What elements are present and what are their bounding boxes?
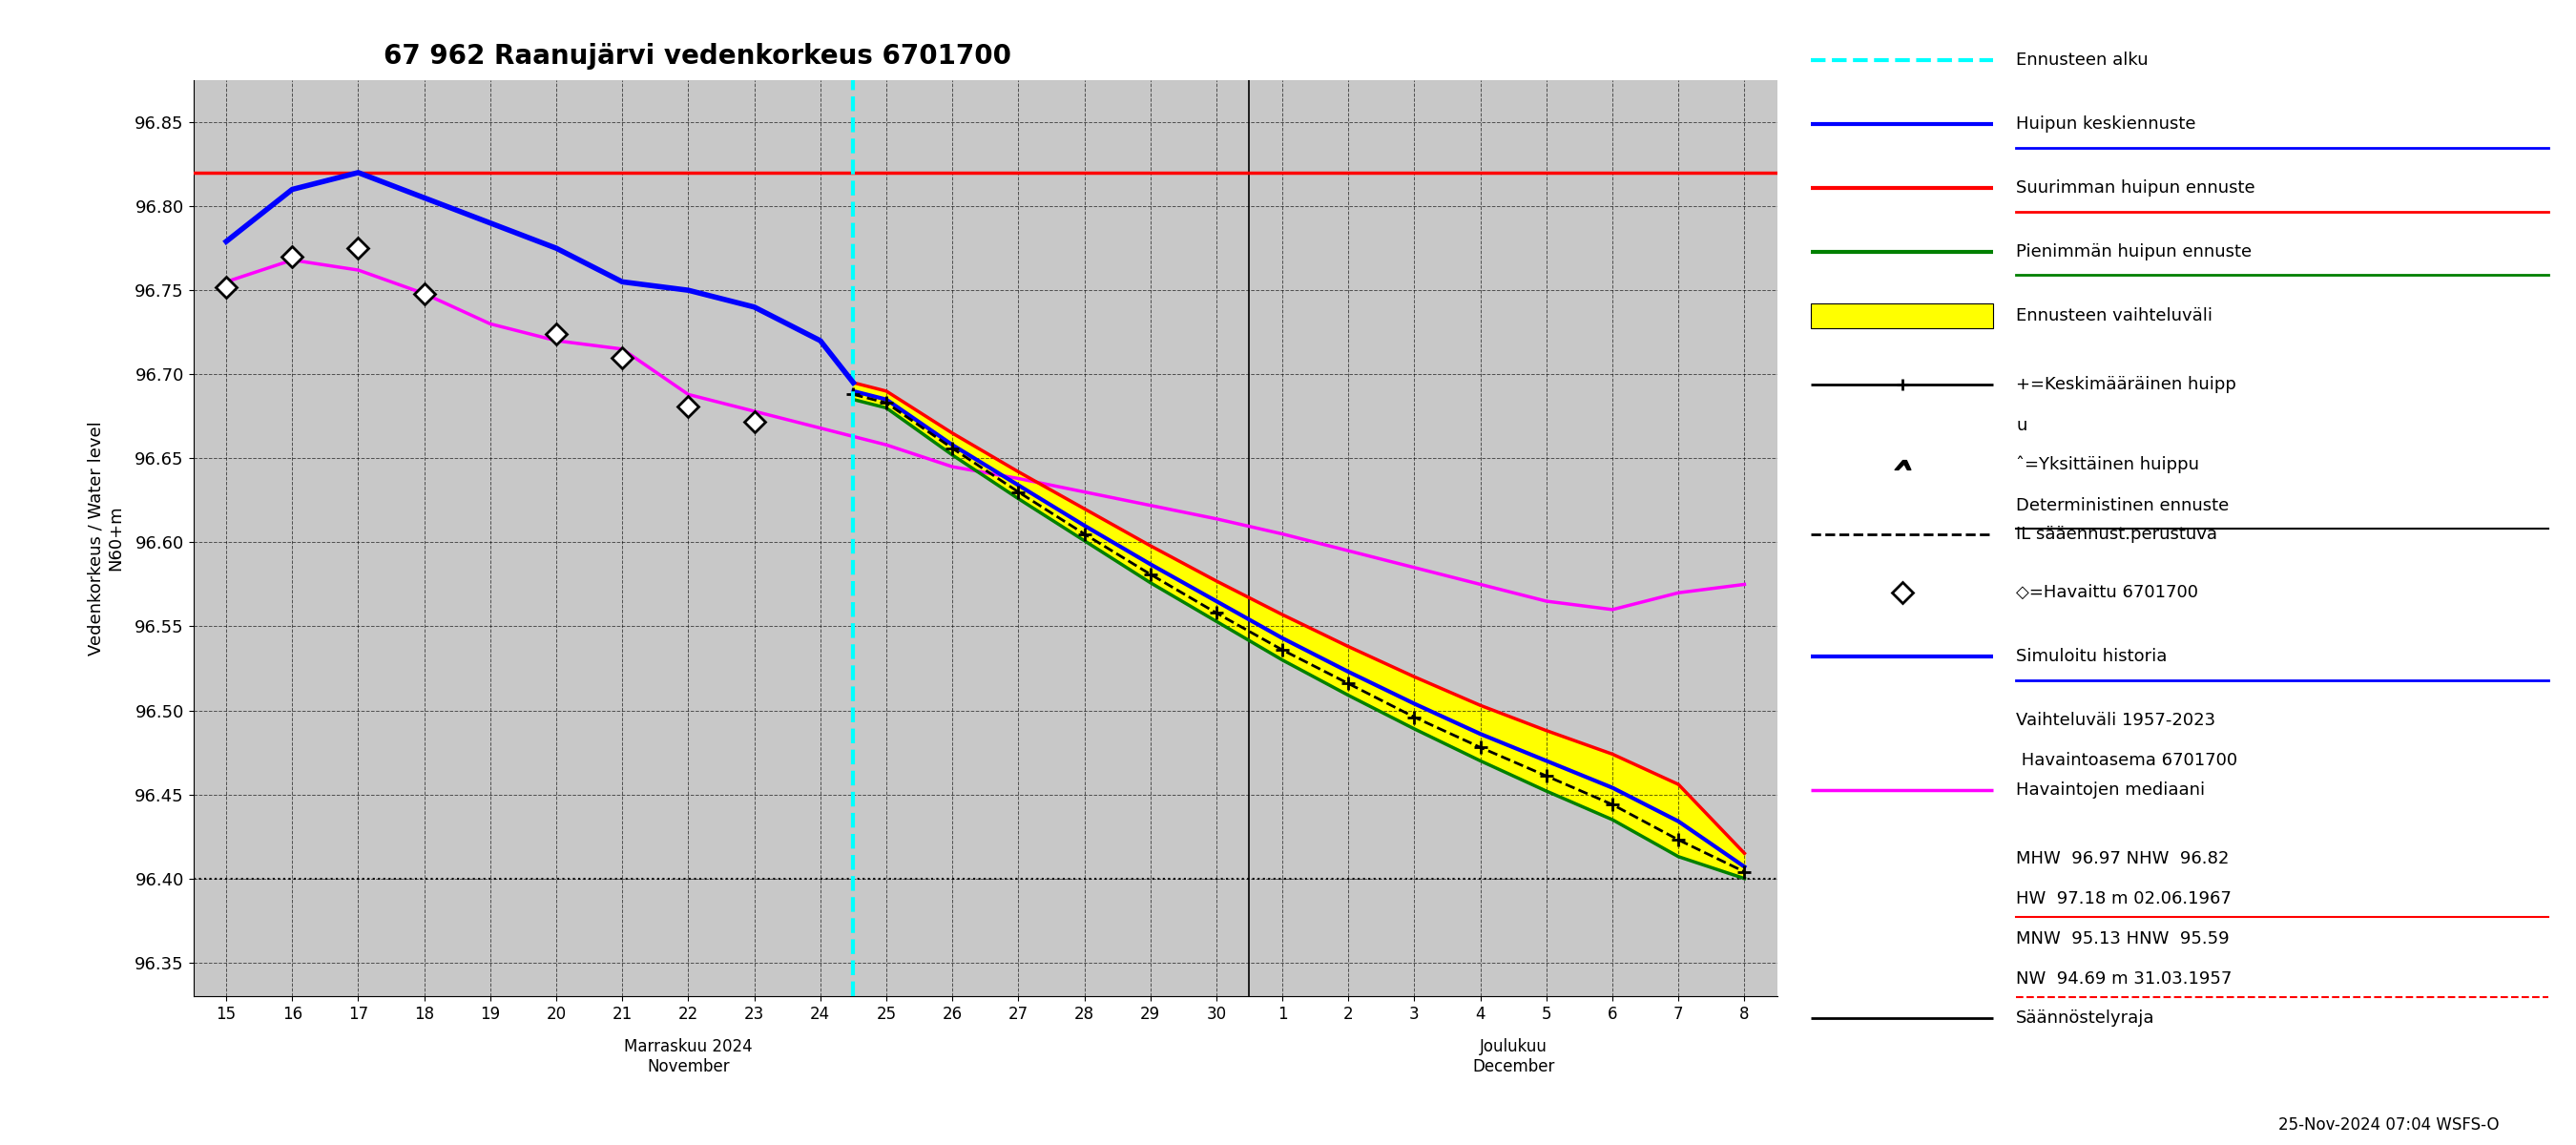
Text: ◇=Havaittu 6701700: ◇=Havaittu 6701700 xyxy=(2017,584,2197,601)
Text: Pienimmän huipun ennuste: Pienimmän huipun ennuste xyxy=(2017,243,2251,260)
Text: Vaihteluväli 1957-2023: Vaihteluväli 1957-2023 xyxy=(2017,712,2215,729)
Text: Havaintoasema 6701700: Havaintoasema 6701700 xyxy=(2017,752,2239,769)
Text: Joulukuu
December: Joulukuu December xyxy=(1473,1039,1553,1075)
Text: MHW  96.97 NHW  96.82: MHW 96.97 NHW 96.82 xyxy=(2017,851,2228,868)
Text: MNW  95.13 HNW  95.59: MNW 95.13 HNW 95.59 xyxy=(2017,930,2228,947)
Bar xyxy=(1811,303,1994,329)
Text: Deterministinen ennuste: Deterministinen ennuste xyxy=(2017,497,2228,514)
Text: Simuloitu historia: Simuloitu historia xyxy=(2017,648,2166,665)
Text: u: u xyxy=(2017,417,2027,434)
Text: Ennusteen vaihteluväli: Ennusteen vaihteluväli xyxy=(2017,307,2213,324)
Text: 67 962 Raanujärvi vedenkorkeus 6701700: 67 962 Raanujärvi vedenkorkeus 6701700 xyxy=(384,44,1012,70)
Text: NW  94.69 m 31.03.1957: NW 94.69 m 31.03.1957 xyxy=(2017,971,2231,988)
Text: Havaintojen mediaani: Havaintojen mediaani xyxy=(2017,781,2205,798)
Text: +=Keskimääräinen huipp: +=Keskimääräinen huipp xyxy=(2017,377,2236,394)
Text: ˆ=Yksittäinen huippu: ˆ=Yksittäinen huippu xyxy=(2017,456,2200,474)
Text: Suurimman huipun ennuste: Suurimman huipun ennuste xyxy=(2017,180,2254,197)
Text: Huipun keskiennuste: Huipun keskiennuste xyxy=(2017,116,2195,133)
Text: HW  97.18 m 02.06.1967: HW 97.18 m 02.06.1967 xyxy=(2017,891,2231,908)
Text: Säännöstelyraja: Säännöstelyraja xyxy=(2017,1010,2154,1027)
Y-axis label: Vedenkorkeus / Water level
N60+m: Vedenkorkeus / Water level N60+m xyxy=(88,421,124,655)
Text: 25-Nov-2024 07:04 WSFS-O: 25-Nov-2024 07:04 WSFS-O xyxy=(2277,1116,2499,1134)
Text: IL sääennust.perustuva: IL sääennust.perustuva xyxy=(2017,526,2218,543)
Text: Ennusteen alku: Ennusteen alku xyxy=(2017,52,2148,69)
Text: Marraskuu 2024
November: Marraskuu 2024 November xyxy=(623,1039,752,1075)
